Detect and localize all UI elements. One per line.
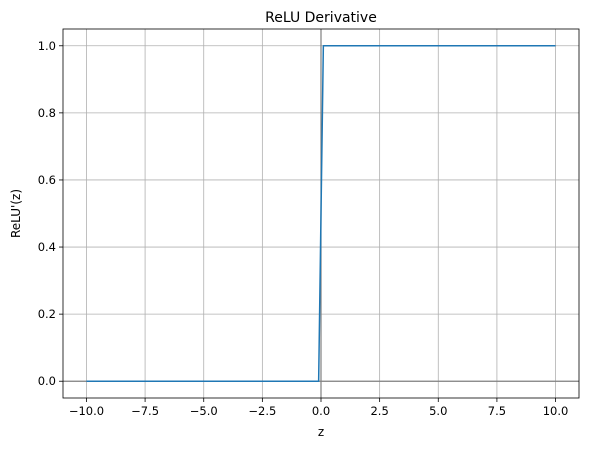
y-tick-label: 1.0: [38, 39, 56, 53]
x-tick-label: −5.0: [190, 404, 218, 418]
y-tick-label: 0.6: [38, 173, 56, 187]
y-tick-label: 0.8: [38, 106, 56, 120]
x-axis-ticks: −10.0 −7.5 −5.0 −2.5 0.0 2.5 5.0 7.5 10.0: [69, 398, 569, 418]
x-tick-label: 5.0: [429, 404, 447, 418]
x-tick-label: −2.5: [248, 404, 276, 418]
x-axis-label: z: [318, 425, 324, 439]
x-tick-label: 2.5: [370, 404, 388, 418]
series-line-0: [86, 45, 556, 382]
x-tick-label: −7.5: [131, 404, 159, 418]
x-tick-label: −10.0: [69, 404, 104, 418]
x-tick-label: 0.0: [312, 404, 330, 418]
y-tick-label: 0.2: [38, 307, 56, 321]
x-tick-label: 7.5: [488, 404, 506, 418]
y-tick-label: 0.0: [38, 374, 56, 388]
chart-title: ReLU Derivative: [265, 10, 377, 26]
y-tick-label: 0.4: [38, 240, 56, 254]
x-tick-label: 10.0: [543, 404, 569, 418]
y-axis-ticks: 0.0 0.2 0.4 0.6 0.8 1.0: [38, 39, 63, 388]
series-layer: [86, 45, 556, 382]
y-axis-label: ReLU'(z): [9, 189, 23, 238]
